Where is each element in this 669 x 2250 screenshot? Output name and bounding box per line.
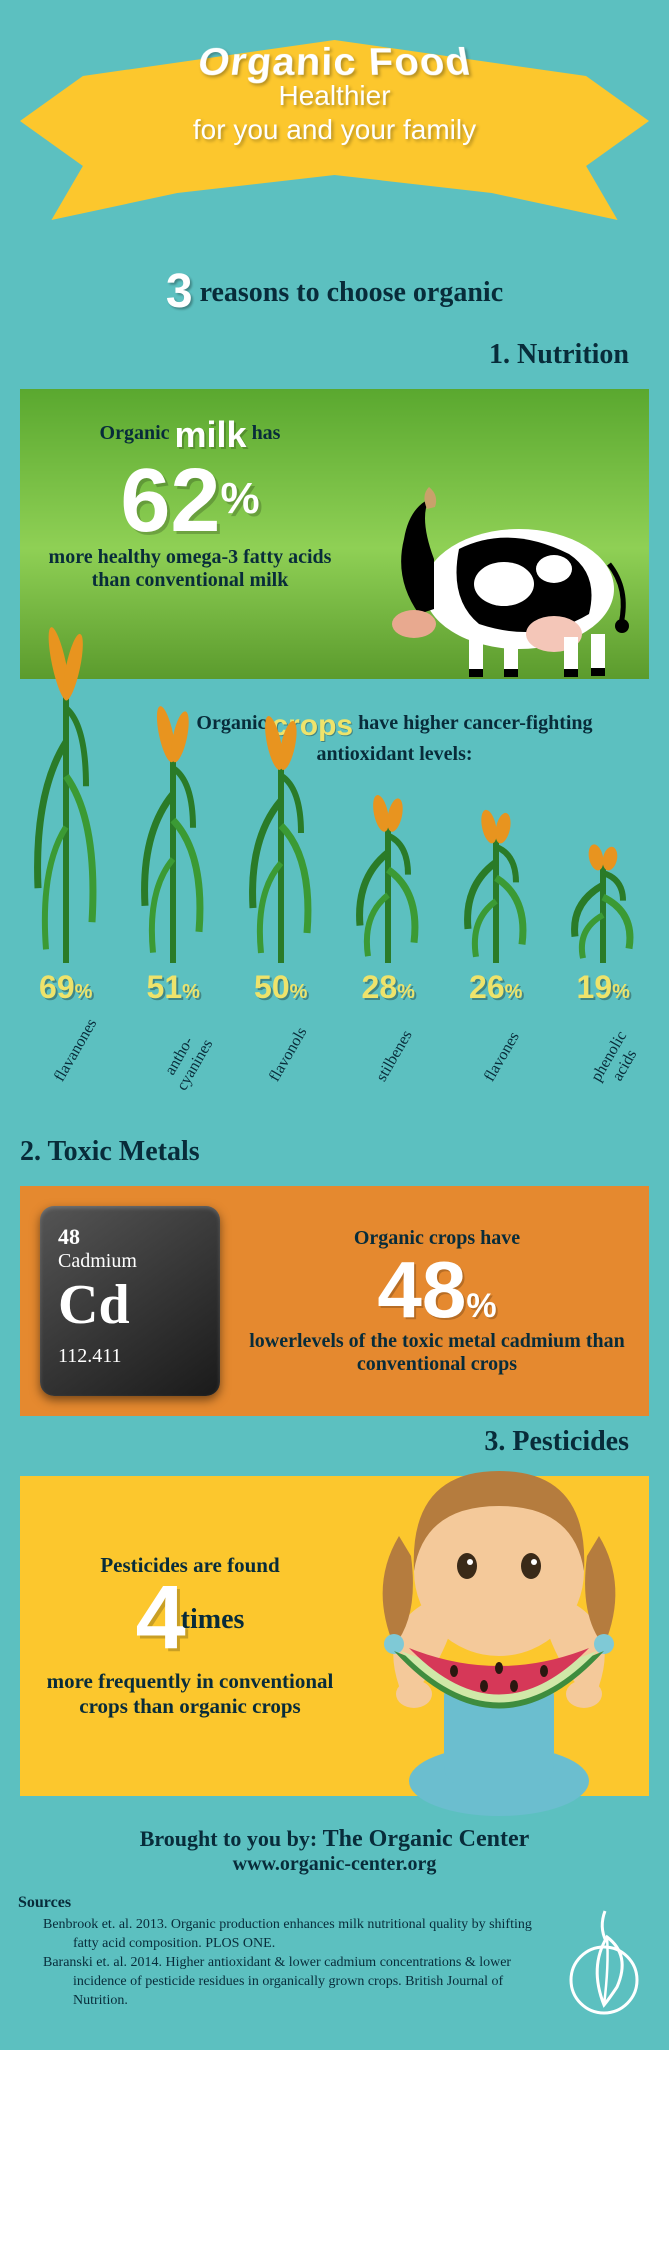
crop-column: 69% flavanones (16, 623, 116, 1006)
milk-desc: more healthy omega-3 fatty acids than co… (40, 546, 340, 592)
pesticides-times: times (181, 1604, 245, 1635)
pesticides-text: Pesticides are found 4times more frequen… (40, 1553, 340, 1719)
milk-highlight: milk (175, 414, 247, 455)
girl-watermelon-icon (339, 1436, 659, 1816)
source-ref: Benbrook et. al. 2013. Organic productio… (18, 1916, 559, 1954)
title-banner: Organic Food Healthier for you and your … (0, 0, 669, 260)
pesticides-panel: Pesticides are found 4times more frequen… (20, 1476, 649, 1796)
crops-chart: 69% flavanones 51% antho-cyanines 50% fl… (0, 646, 669, 1006)
corn-plant-icon (133, 703, 213, 963)
footer: Brought to you by: The Organic Center ww… (0, 1806, 669, 1884)
milk-text: Organic milk has 62% more healthy omega-… (40, 414, 340, 592)
footer-byline: Brought to you by: The Organic Center (20, 1826, 649, 1853)
crop-percent: 26% (446, 969, 546, 1006)
infographic-root: Organic Food Healthier for you and your … (0, 0, 669, 2050)
cadmium-panel: 48 Cadmium Cd 112.411 Organic crops have… (20, 1186, 649, 1416)
crop-percent: 28% (338, 969, 438, 1006)
source-ref: Baranski et. al. 2014. Higher antioxidan… (18, 1954, 559, 2011)
banner-subtitle-2: for you and your family (30, 114, 639, 146)
crop-column: 28% stilbenes (338, 793, 438, 1006)
crop-column: 50% flavonols (231, 713, 331, 1006)
cadmium-percent: 48% (245, 1250, 629, 1330)
crop-column: 51% antho-cyanines (123, 703, 223, 1006)
reasons-subtitle: 3 reasons to choose organic (0, 260, 669, 339)
crop-percent: 69% (16, 969, 116, 1006)
cadmium-text: Organic crops have 48% lowerlevels of th… (245, 1227, 629, 1376)
crop-percent: 19% (553, 969, 653, 1006)
leaf-logo-icon (559, 1905, 649, 2015)
sources-heading: Sources (18, 1894, 559, 1912)
element-name: Cadmium (58, 1250, 202, 1273)
corn-plant-icon (563, 843, 643, 963)
crop-percent: 51% (123, 969, 223, 1006)
reasons-text: reasons to choose organic (200, 277, 504, 308)
crop-percent: 50% (231, 969, 331, 1006)
milk-percent: 62% (40, 456, 340, 546)
corn-plant-icon (241, 713, 321, 963)
banner-text: Organic Food Healthier for you and your … (30, 40, 639, 146)
element-mass: 112.411 (58, 1345, 202, 1368)
footer-org: The Organic Center (323, 1826, 530, 1852)
section2-heading: 2. Toxic Metals (0, 1136, 669, 1176)
corn-plant-icon (26, 623, 106, 963)
milk-line1: Organic milk has (40, 414, 340, 456)
element-symbol: Cd (58, 1277, 202, 1333)
sources: Sources Benbrook et. al. 2013. Organic p… (0, 1884, 669, 2020)
banner-title: Organic Food (21, 41, 648, 85)
pesticides-number: 4 (136, 1578, 186, 1659)
element-number: 48 (58, 1224, 202, 1250)
crop-column: 19% phenolicacids (553, 843, 653, 1006)
section1-heading: 1. Nutrition (0, 339, 669, 379)
crop-column: 26% flavones (446, 808, 546, 1006)
element-tile: 48 Cadmium Cd 112.411 (40, 1206, 220, 1396)
corn-plant-icon (348, 793, 428, 963)
reasons-number: 3 (166, 265, 193, 318)
corn-plant-icon (456, 808, 536, 963)
footer-url: www.organic-center.org (20, 1853, 649, 1876)
